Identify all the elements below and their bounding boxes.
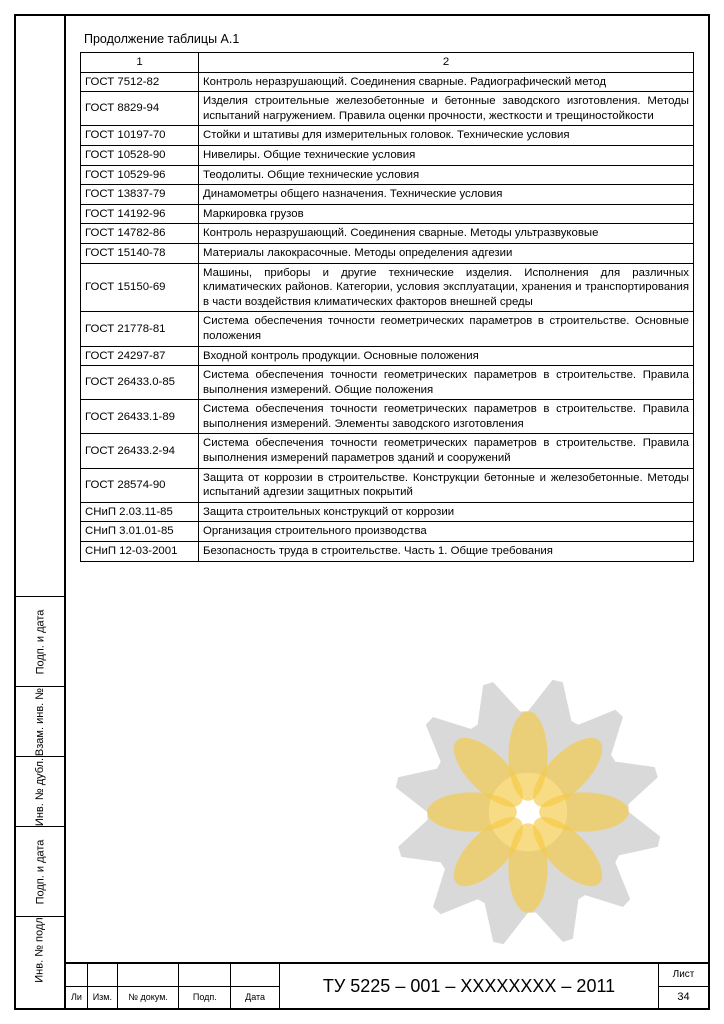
standard-code: ГОСТ 10528-90 bbox=[81, 145, 199, 165]
standard-code: ГОСТ 15150-69 bbox=[81, 263, 199, 312]
standard-desc: Контроль неразрушающий. Соединения сварн… bbox=[199, 72, 694, 92]
standard-desc: Маркировка грузов bbox=[199, 204, 694, 224]
standard-desc: Безопасность труда в строительстве. Част… bbox=[199, 542, 694, 562]
document-number: ТУ 5225 – 001 – ХХХХХХХХ – 2011 bbox=[280, 964, 658, 1008]
label-izm: Изм. bbox=[88, 987, 118, 1009]
standard-desc: Машины, приборы и другие технические изд… bbox=[199, 263, 694, 312]
col-header-1: 1 bbox=[81, 53, 199, 73]
side-cell-vzam-inv: Взам. инв. № bbox=[16, 686, 64, 756]
standard-desc: Защита строительных конструкций от корро… bbox=[199, 502, 694, 522]
title-block-revisions: Ли Изм. № докум. Подп. Дата bbox=[66, 964, 280, 1008]
standard-desc: Нивелиры. Общие технические условия bbox=[199, 145, 694, 165]
table-row: СНиП 12-03-2001Безопасность труда в стро… bbox=[81, 542, 694, 562]
side-cell-podp-data-2: Подп. и дата bbox=[16, 826, 64, 916]
label-li: Ли bbox=[66, 987, 88, 1009]
standard-code: ГОСТ 26433.1-89 bbox=[81, 400, 199, 434]
table-header-row: 1 2 bbox=[81, 53, 694, 73]
standard-code: ГОСТ 26433.0-85 bbox=[81, 366, 199, 400]
table-row: ГОСТ 10529-96Теодолиты. Общие технически… bbox=[81, 165, 694, 185]
standard-code: ГОСТ 28574-90 bbox=[81, 468, 199, 502]
standard-code: ГОСТ 15140-78 bbox=[81, 243, 199, 263]
standard-desc: Теодолиты. Общие технические условия bbox=[199, 165, 694, 185]
standard-code: СНиП 3.01.01-85 bbox=[81, 522, 199, 542]
table-caption: Продолжение таблицы А.1 bbox=[84, 32, 694, 46]
table-row: ГОСТ 14192-96Маркировка грузов bbox=[81, 204, 694, 224]
table-row: ГОСТ 7512-82Контроль неразрушающий. Соед… bbox=[81, 72, 694, 92]
standard-code: ГОСТ 10529-96 bbox=[81, 165, 199, 185]
table-row: ГОСТ 26433.0-85Система обеспечения точно… bbox=[81, 366, 694, 400]
standard-desc: Входной контроль продукции. Основные пол… bbox=[199, 346, 694, 366]
sheet-number: 34 bbox=[659, 987, 708, 1009]
table-row: ГОСТ 15150-69Машины, приборы и другие те… bbox=[81, 263, 694, 312]
sheet-label: Лист bbox=[659, 964, 708, 987]
standard-code: ГОСТ 8829-94 bbox=[81, 92, 199, 126]
standard-desc: Организация строительного производства bbox=[199, 522, 694, 542]
label-data: Дата bbox=[231, 987, 279, 1009]
standard-desc: Система обеспечения точности геометричес… bbox=[199, 434, 694, 468]
standard-code: ГОСТ 14192-96 bbox=[81, 204, 199, 224]
label-podp: Подп. bbox=[179, 987, 231, 1009]
table-row: ГОСТ 10528-90Нивелиры. Общие технические… bbox=[81, 145, 694, 165]
table-row: ГОСТ 28574-90Защита от коррозии в строит… bbox=[81, 468, 694, 502]
table-row: ГОСТ 15140-78Материалы лакокрасочные. Ме… bbox=[81, 243, 694, 263]
drawing-frame: Подп. и дата Взам. инв. № Инв. № дубл. П… bbox=[14, 14, 710, 1010]
standard-code: СНиП 2.03.11-85 bbox=[81, 502, 199, 522]
standard-code: ГОСТ 21778-81 bbox=[81, 312, 199, 346]
table-row: ГОСТ 14782-86Контроль неразрушающий. Сое… bbox=[81, 224, 694, 244]
side-cell-inv-podl: Инв. № подл bbox=[16, 916, 64, 982]
standard-code: ГОСТ 13837-79 bbox=[81, 185, 199, 205]
table-row: ГОСТ 24297-87Входной контроль продукции.… bbox=[81, 346, 694, 366]
standard-desc: Система обеспечения точности геометричес… bbox=[199, 400, 694, 434]
table-row: СНиП 2.03.11-85Защита строительных конст… bbox=[81, 502, 694, 522]
table-row: ГОСТ 26433.2-94Система обеспечения точно… bbox=[81, 434, 694, 468]
standard-desc: Защита от коррозии в строительстве. Конс… bbox=[199, 468, 694, 502]
standard-code: ГОСТ 7512-82 bbox=[81, 72, 199, 92]
sheet-box: Лист 34 bbox=[658, 964, 708, 1008]
table-row: ГОСТ 8829-94Изделия строительные железоб… bbox=[81, 92, 694, 126]
label-doc: № докум. bbox=[118, 987, 180, 1009]
table-row: ГОСТ 13837-79Динамометры общего назначен… bbox=[81, 185, 694, 205]
standard-code: ГОСТ 10197-70 bbox=[81, 126, 199, 146]
standard-desc: Материалы лакокрасочные. Методы определе… bbox=[199, 243, 694, 263]
standard-code: ГОСТ 14782-86 bbox=[81, 224, 199, 244]
table-row: СНиП 3.01.01-85Организация строительного… bbox=[81, 522, 694, 542]
standard-desc: Изделия строительные железобетонные и бе… bbox=[199, 92, 694, 126]
standard-code: СНиП 12-03-2001 bbox=[81, 542, 199, 562]
standard-desc: Динамометры общего назначения. Техническ… bbox=[199, 185, 694, 205]
standard-code: ГОСТ 24297-87 bbox=[81, 346, 199, 366]
standard-desc: Контроль неразрушающий. Соединения сварн… bbox=[199, 224, 694, 244]
table-row: ГОСТ 10197-70Стойки и штативы для измери… bbox=[81, 126, 694, 146]
title-block: Ли Изм. № докум. Подп. Дата ТУ 5225 – 00… bbox=[64, 964, 708, 1008]
side-cell-podp-data-1: Подп. и дата bbox=[16, 596, 64, 686]
standards-table: 1 2 ГОСТ 7512-82Контроль неразрушающий. … bbox=[80, 52, 694, 562]
standard-desc: Система обеспечения точности геометричес… bbox=[199, 366, 694, 400]
table-row: ГОСТ 21778-81Система обеспечения точност… bbox=[81, 312, 694, 346]
standard-code: ГОСТ 26433.2-94 bbox=[81, 434, 199, 468]
standard-desc: Стойки и штативы для измерительных голов… bbox=[199, 126, 694, 146]
col-header-2: 2 bbox=[199, 53, 694, 73]
table-row: ГОСТ 26433.1-89Система обеспечения точно… bbox=[81, 400, 694, 434]
side-cell-inv-dubl: Инв. № дубл. bbox=[16, 756, 64, 826]
content-area: Продолжение таблицы А.1 1 2 ГОСТ 7512-82… bbox=[64, 16, 708, 964]
standard-desc: Система обеспечения точности геометричес… bbox=[199, 312, 694, 346]
